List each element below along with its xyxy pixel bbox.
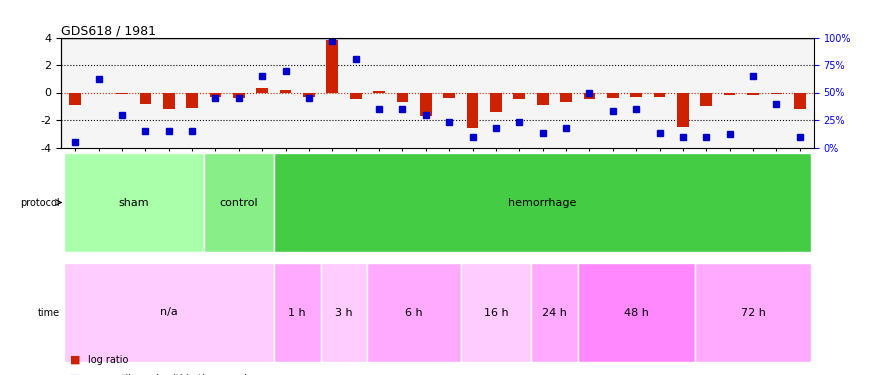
Bar xyxy=(747,93,759,94)
Bar xyxy=(444,93,455,98)
Text: 48 h: 48 h xyxy=(624,308,648,318)
FancyBboxPatch shape xyxy=(368,263,461,362)
FancyBboxPatch shape xyxy=(695,263,811,362)
Bar xyxy=(256,88,268,93)
Text: log ratio: log ratio xyxy=(88,355,128,365)
Bar xyxy=(466,93,479,128)
FancyBboxPatch shape xyxy=(531,263,578,362)
Text: ■: ■ xyxy=(70,355,80,365)
Text: ■: ■ xyxy=(70,374,80,375)
Bar xyxy=(514,93,525,99)
Bar xyxy=(210,93,221,97)
Bar xyxy=(771,93,782,94)
Bar xyxy=(584,93,595,99)
Bar xyxy=(677,93,689,127)
Bar xyxy=(163,93,175,109)
Bar xyxy=(537,93,549,105)
Bar xyxy=(794,93,806,109)
Bar xyxy=(700,93,712,106)
Text: 72 h: 72 h xyxy=(740,308,766,318)
Text: time: time xyxy=(38,308,60,318)
Bar xyxy=(560,93,572,102)
Text: hemorrhage: hemorrhage xyxy=(508,198,577,207)
FancyBboxPatch shape xyxy=(578,263,695,362)
Bar xyxy=(724,93,736,95)
FancyBboxPatch shape xyxy=(64,263,274,362)
Bar xyxy=(326,40,338,93)
Text: 3 h: 3 h xyxy=(335,308,353,318)
Bar xyxy=(139,93,151,104)
Text: n/a: n/a xyxy=(160,308,178,318)
Bar xyxy=(654,93,665,97)
Text: 24 h: 24 h xyxy=(542,308,567,318)
Bar xyxy=(420,93,431,116)
Bar xyxy=(280,90,291,93)
Text: protocol: protocol xyxy=(20,198,60,207)
FancyBboxPatch shape xyxy=(64,153,204,252)
FancyBboxPatch shape xyxy=(320,263,368,362)
FancyBboxPatch shape xyxy=(274,263,320,362)
Bar xyxy=(116,93,128,94)
Bar xyxy=(350,93,361,99)
Text: percentile rank within the sample: percentile rank within the sample xyxy=(88,374,253,375)
Bar xyxy=(374,91,385,93)
Bar xyxy=(186,93,198,108)
Bar xyxy=(303,93,315,97)
Bar xyxy=(630,93,642,97)
Text: 16 h: 16 h xyxy=(484,308,508,318)
Text: sham: sham xyxy=(118,198,149,207)
Bar xyxy=(490,93,501,112)
Text: GDS618 / 1981: GDS618 / 1981 xyxy=(61,24,157,38)
FancyBboxPatch shape xyxy=(204,153,274,252)
FancyBboxPatch shape xyxy=(274,153,811,252)
Bar xyxy=(233,93,245,98)
Bar xyxy=(396,93,409,102)
Text: control: control xyxy=(220,198,258,207)
Bar xyxy=(607,93,619,98)
Text: 6 h: 6 h xyxy=(405,308,423,318)
Bar xyxy=(69,93,81,105)
Text: 1 h: 1 h xyxy=(289,308,306,318)
FancyBboxPatch shape xyxy=(461,263,531,362)
